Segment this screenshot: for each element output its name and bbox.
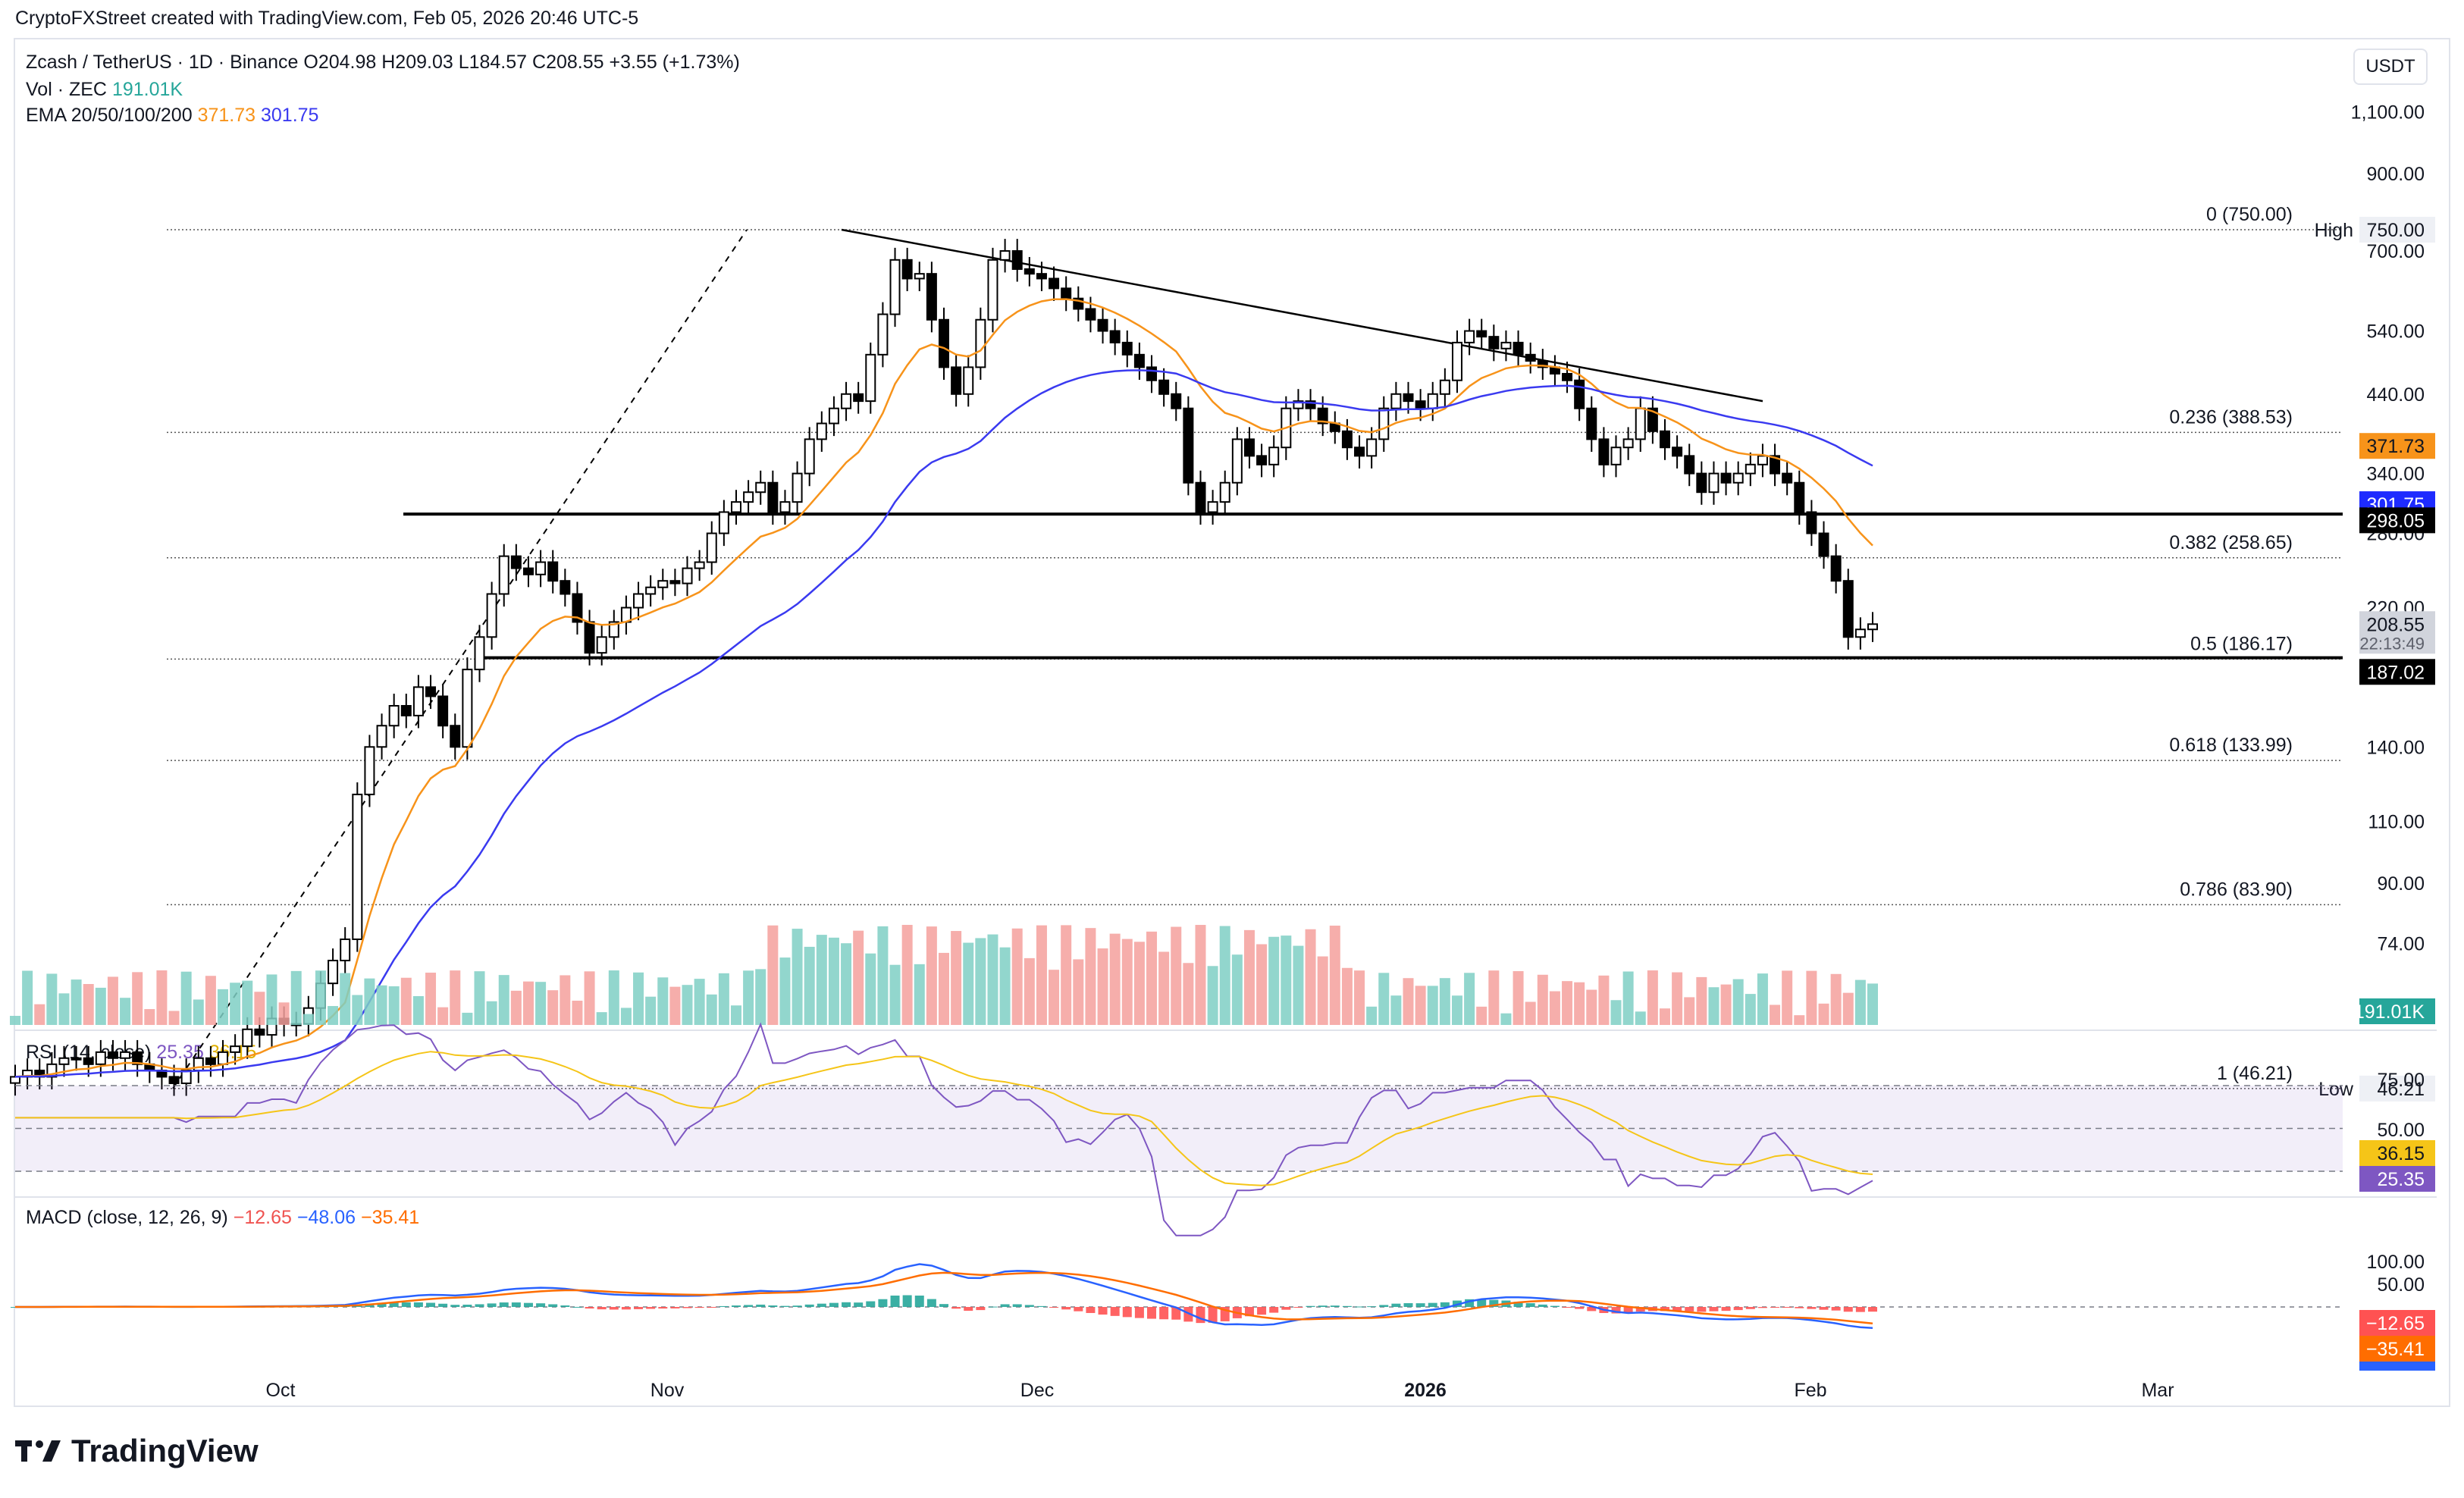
ohlc-values: O204.98 H209.03 L184.57 C208.55 +3.55 (+… <box>303 52 740 73</box>
macd-label: MACD (close, 12, 26, 9) <box>26 1207 228 1228</box>
ema-label: EMA 20/50/100/200 <box>26 105 193 126</box>
volume-legend[interactable]: Vol · ZEC 191.01K <box>26 79 183 101</box>
rsi-legend[interactable]: RSI (14, close) 25.35 36.15 <box>26 1042 256 1064</box>
chart-frame <box>14 38 2450 1407</box>
brand-name: TradingView <box>71 1433 259 1468</box>
rsi-label: RSI (14, close) <box>26 1042 152 1063</box>
currency-button[interactable]: USDT <box>2353 49 2428 85</box>
macd-value: −48.06 <box>296 1207 356 1228</box>
tradingview-logo-icon <box>15 1440 61 1462</box>
symbol-name[interactable]: Zcash / TetherUS · 1D · Binance <box>26 52 299 73</box>
volume-label: Vol · ZEC <box>26 79 107 100</box>
rsi-value: 25.35 <box>156 1042 204 1063</box>
ema50-value: 371.73 <box>197 105 256 126</box>
ema200-value: 301.75 <box>261 105 319 126</box>
tradingview-logo[interactable]: TradingView <box>15 1433 259 1469</box>
ema-legend[interactable]: EMA 20/50/100/200 371.73 301.75 <box>26 105 318 127</box>
chart-credit: CryptoFXStreet created with TradingView.… <box>15 8 639 29</box>
macd-hist-value: −12.65 <box>233 1207 292 1228</box>
volume-value: 191.01K <box>111 79 183 100</box>
symbol-legend: Zcash / TetherUS · 1D · Binance O204.98 … <box>26 52 740 74</box>
rsi-ma-value: 36.15 <box>208 1042 257 1063</box>
pane-divider[interactable] <box>14 1029 2437 1031</box>
pane-divider[interactable] <box>14 1196 2437 1198</box>
macd-signal-value: −35.41 <box>360 1207 420 1228</box>
macd-legend[interactable]: MACD (close, 12, 26, 9) −12.65 −48.06 −3… <box>26 1207 419 1229</box>
